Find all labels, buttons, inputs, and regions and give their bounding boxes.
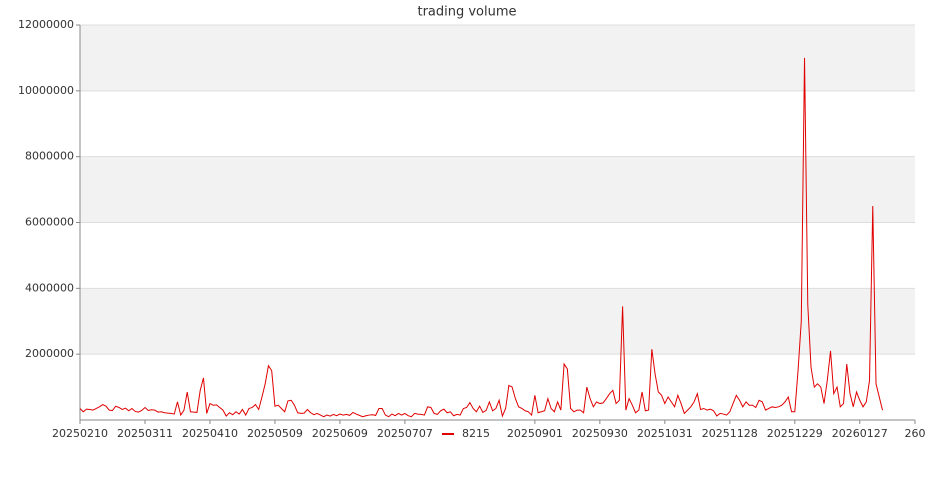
x-tick-label: 20250609: [312, 427, 368, 440]
legend-bg: [458, 426, 492, 442]
x-tick-label: 20250311: [117, 427, 173, 440]
x-tick-label: 260: [905, 427, 926, 440]
x-tick-label: 20250410: [182, 427, 238, 440]
x-tick-label: 20251128: [702, 427, 758, 440]
y-tick-label: 8000000: [25, 150, 74, 163]
y-tick-label: 12000000: [18, 18, 74, 31]
y-tick-label: 4000000: [25, 281, 74, 294]
x-tick-label: 20250210: [52, 427, 108, 440]
x-tick-label: 20251229: [767, 427, 823, 440]
grid-band: [80, 25, 915, 91]
grid-band: [80, 156, 915, 223]
chart-title: trading volume: [417, 5, 516, 20]
x-tick-label: 20251031: [637, 427, 693, 440]
series-line: [79, 57, 883, 418]
grid-band: [80, 288, 915, 355]
x-tick-label: 20250509: [247, 427, 303, 440]
x-tick-label: 20250707: [377, 427, 433, 440]
legend-label: 8215: [462, 427, 490, 440]
x-tick-label: 20250930: [572, 427, 628, 440]
x-tick-label: 20250901: [507, 427, 563, 440]
y-tick-label: 6000000: [25, 216, 74, 229]
y-tick-label: 2000000: [25, 347, 74, 360]
x-tick-label: 20260127: [832, 427, 888, 440]
y-tick-label: 10000000: [18, 84, 74, 97]
